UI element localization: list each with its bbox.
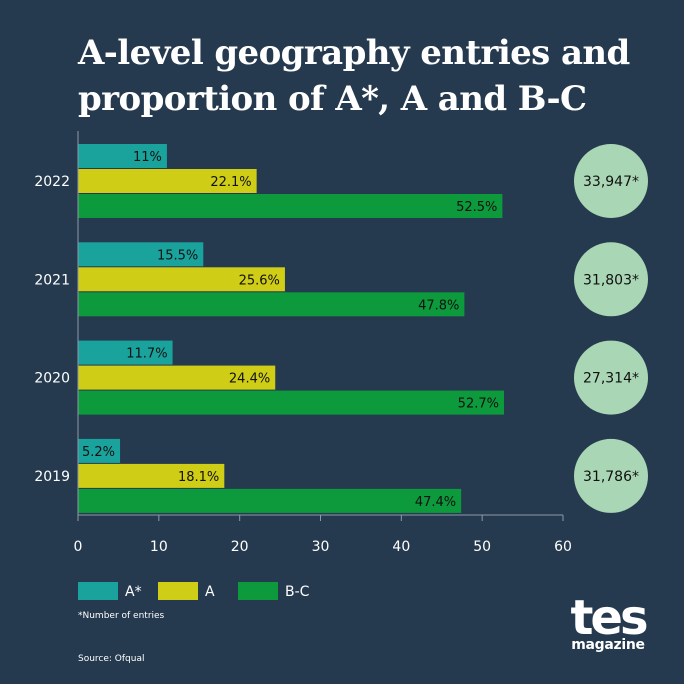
bar-a-2019 <box>78 463 225 488</box>
data-label: 52.7% <box>458 397 499 412</box>
year-label: 2022 <box>34 174 70 190</box>
footnote: *Number of entries <box>78 611 165 621</box>
legend-swatch-astar <box>78 582 118 600</box>
x-tick-label: 40 <box>392 539 410 555</box>
x-tick-label: 20 <box>231 539 249 555</box>
x-tick-label: 0 <box>74 539 83 555</box>
year-label: 2021 <box>34 272 70 288</box>
logo-text: tes <box>570 590 648 646</box>
bar-b-c-2019 <box>78 488 462 513</box>
data-label: 5.2% <box>82 445 115 460</box>
tes-magazine-logo: tes magazine <box>562 594 654 652</box>
x-tick-label: 60 <box>554 539 572 555</box>
bar-a-2022 <box>78 169 257 193</box>
entries-label: 27,314* <box>583 371 639 387</box>
entries-circle <box>574 242 648 317</box>
bar-b-c-2021 <box>78 292 465 317</box>
data-label: 52.5% <box>456 200 497 215</box>
bar-a-2021 <box>78 267 285 292</box>
legend-label: A <box>205 584 215 600</box>
bar-astar-2022 <box>78 144 167 168</box>
entries-circle <box>574 340 648 415</box>
bar-astar-2020 <box>78 340 173 365</box>
source-note: Source: Ofqual <box>78 654 145 664</box>
data-label: 11.7% <box>126 347 167 362</box>
bar-b-c-2020 <box>78 390 504 415</box>
logo-subtext: magazine <box>571 637 645 653</box>
x-tick-label: 30 <box>312 539 330 555</box>
bar-a-2020 <box>78 365 276 390</box>
data-label: 18.1% <box>178 470 219 485</box>
year-label: 2020 <box>34 371 70 387</box>
legend-swatch-a <box>158 582 198 600</box>
data-label: 47.8% <box>418 298 459 313</box>
x-tick-label: 50 <box>473 539 491 555</box>
legend-label: A* <box>125 584 142 600</box>
data-label: 24.4% <box>229 372 270 387</box>
entries-label: 31,803* <box>583 272 639 288</box>
chart-title: A-level geography entries and proportion… <box>78 33 630 119</box>
entries-circle <box>574 144 648 218</box>
legend-swatch-b-c <box>238 582 278 600</box>
x-tick-label: 10 <box>150 539 168 555</box>
entries-label: 31,786* <box>583 469 639 485</box>
bar-astar-2021 <box>78 242 204 267</box>
data-label: 15.5% <box>157 248 198 263</box>
data-label: 11% <box>133 150 162 165</box>
data-label: 47.4% <box>415 495 456 510</box>
entries-circle <box>574 438 648 513</box>
bar-b-c-2022 <box>78 194 503 218</box>
year-label: 2019 <box>34 469 70 485</box>
data-label: 25.6% <box>239 273 280 288</box>
entries-label: 33,947* <box>583 174 639 190</box>
data-label: 22.1% <box>210 175 251 190</box>
bar-astar-2019 <box>78 438 121 463</box>
legend-label: B-C <box>285 584 310 600</box>
